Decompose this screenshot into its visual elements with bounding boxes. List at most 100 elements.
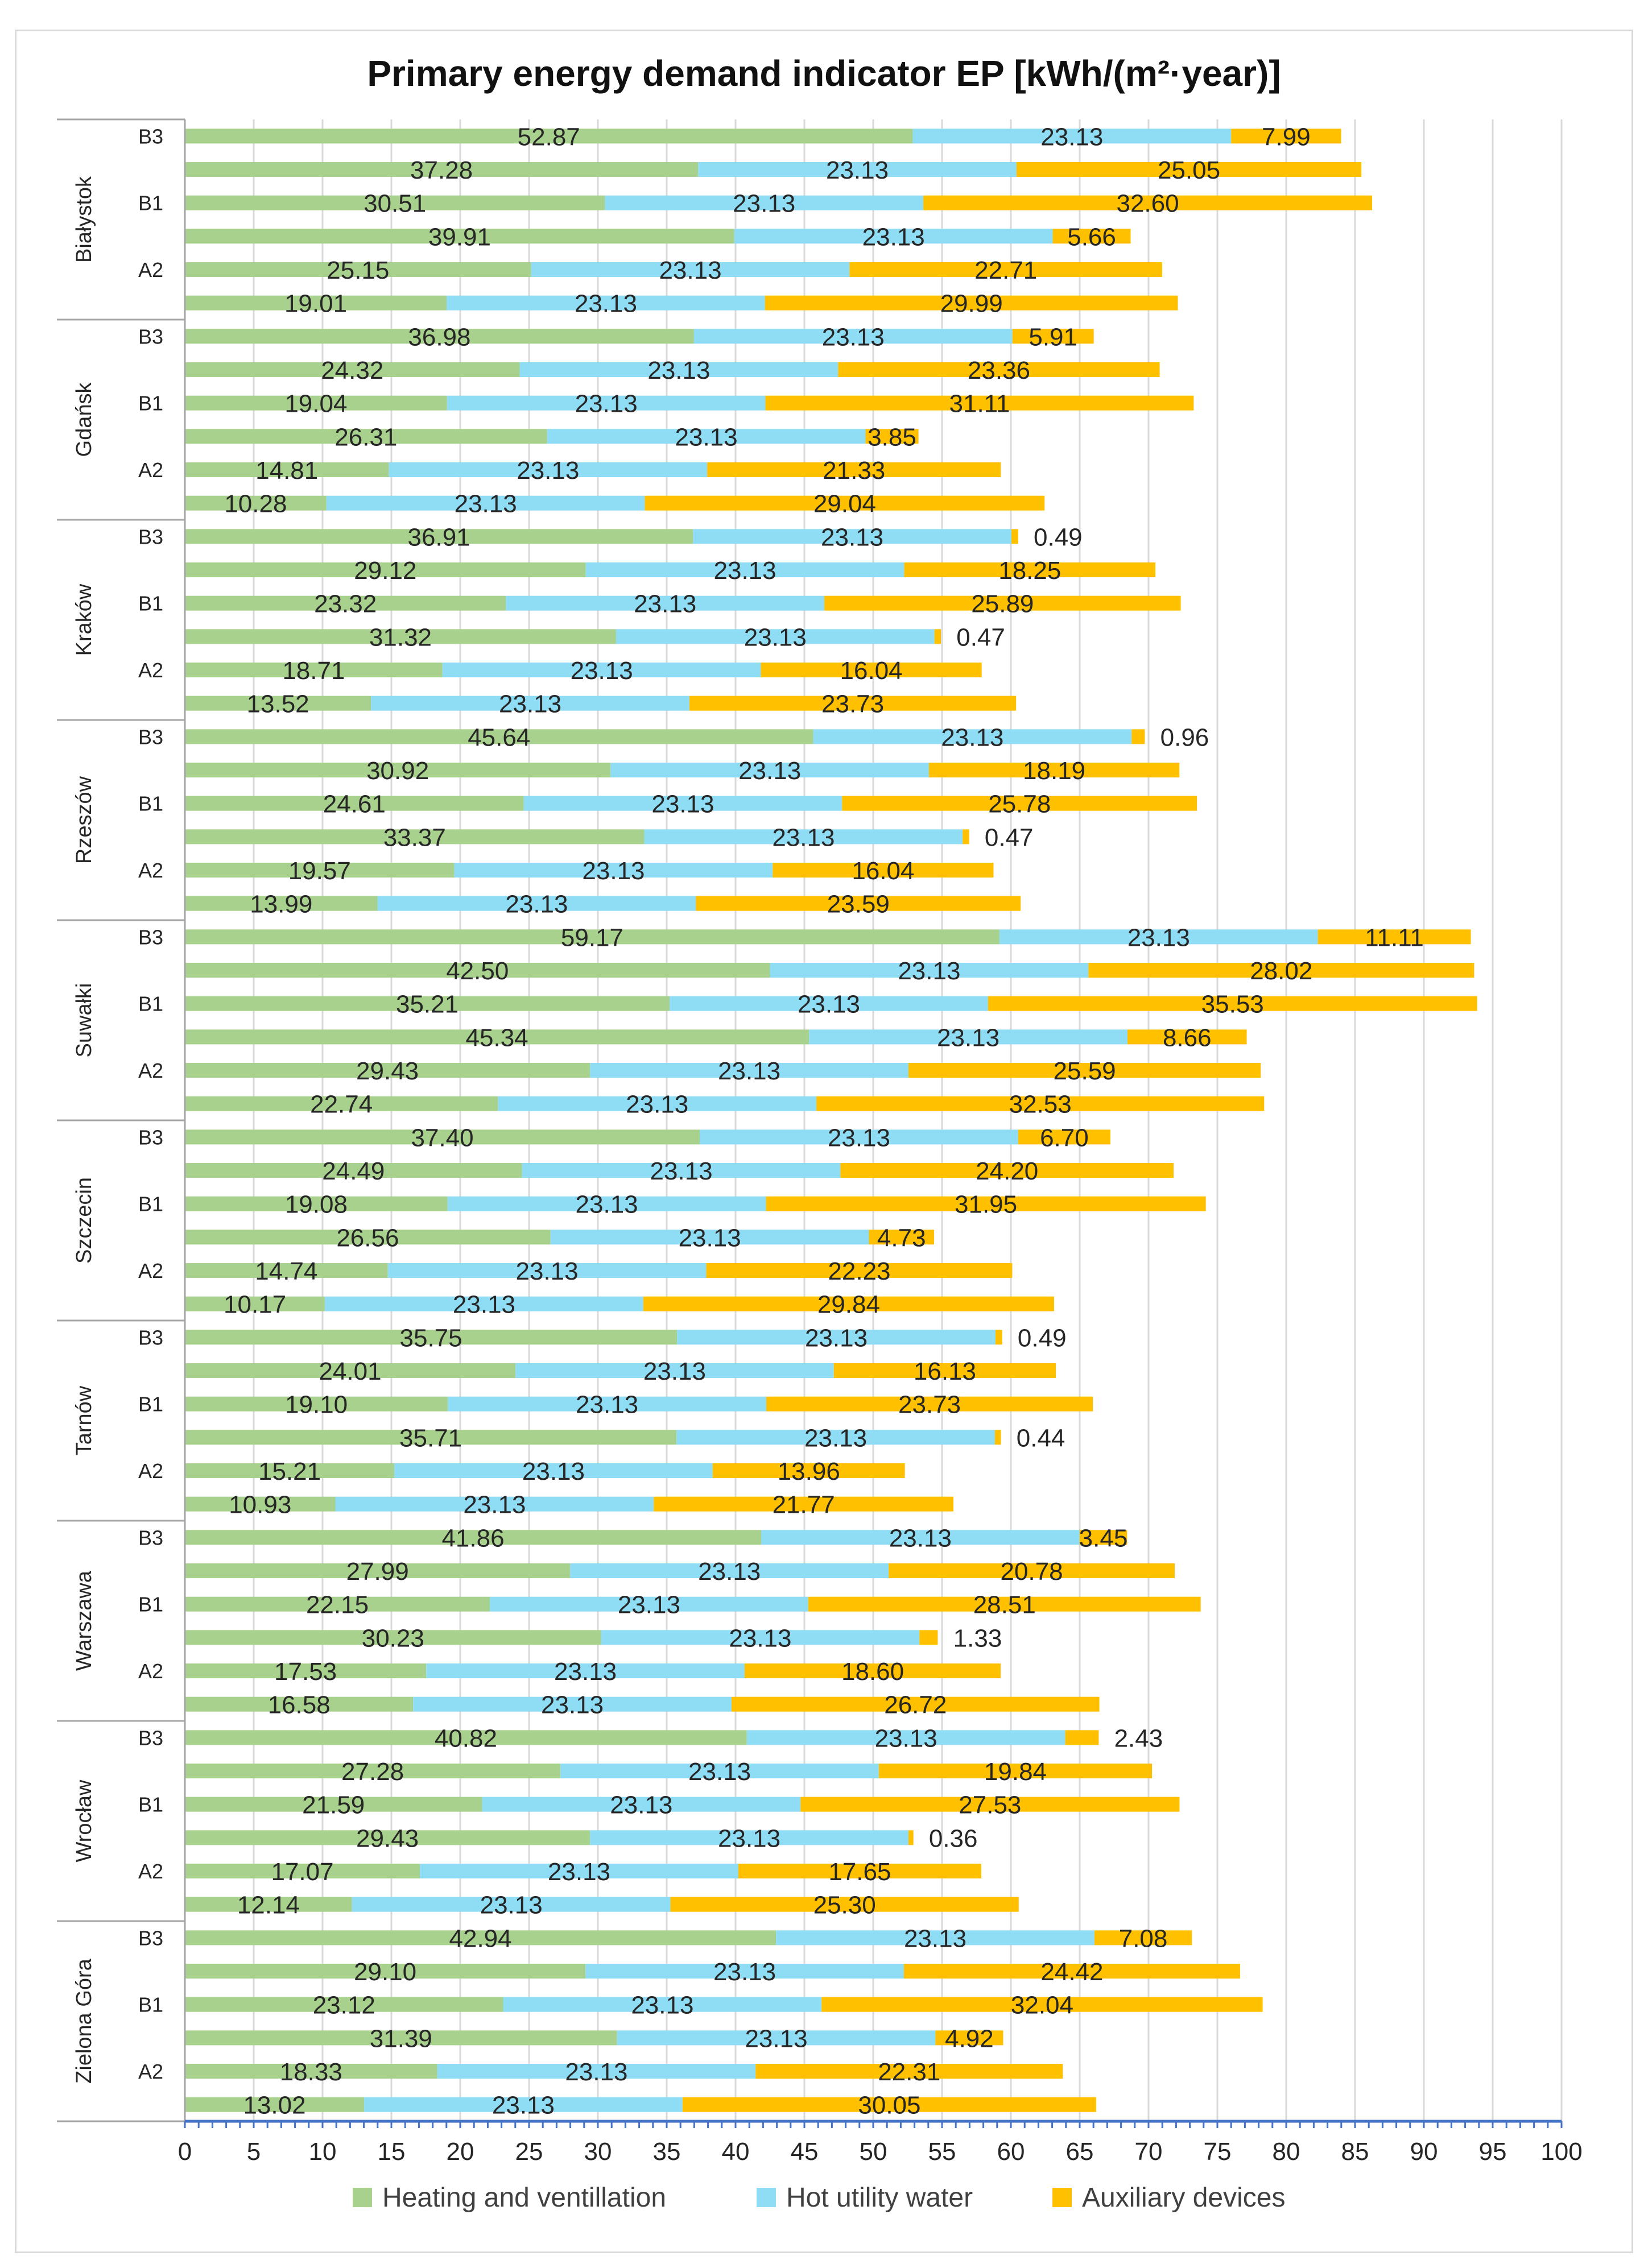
data-label-auxiliary: 28.51 bbox=[973, 1591, 1036, 1619]
bar-segment-heating bbox=[185, 1930, 776, 1946]
data-label-auxiliary: 29.99 bbox=[940, 290, 1003, 318]
bar-segment-hot-water bbox=[503, 1997, 822, 2012]
data-label-hot-water: 23.13 bbox=[826, 156, 889, 184]
row-label: A2 bbox=[138, 2060, 163, 2083]
legend-label-auxiliary: Auxiliary devices bbox=[1082, 2182, 1286, 2213]
data-label-hot-water: 23.13 bbox=[941, 723, 1003, 751]
data-label-auxiliary: 3.85 bbox=[868, 423, 916, 451]
bar-segment-heating bbox=[185, 1596, 490, 1612]
data-label-hot-water: 23.13 bbox=[455, 490, 517, 518]
bar-segment-hot-water bbox=[676, 1430, 995, 1445]
bar-segment-heating bbox=[185, 162, 699, 177]
data-label-auxiliary: 2.43 bbox=[1114, 1724, 1163, 1752]
bar-segment-auxiliary bbox=[738, 1864, 981, 1878]
bar-segment-hot-water bbox=[447, 295, 765, 311]
row-label: A2 bbox=[138, 1459, 163, 1483]
bar-segment-auxiliary bbox=[696, 896, 1021, 911]
x-tick-label: 70 bbox=[1135, 2138, 1163, 2166]
bar-segment-heating bbox=[185, 2097, 365, 2112]
data-label-hot-water: 23.13 bbox=[610, 1791, 672, 1819]
data-label-hot-water: 23.13 bbox=[499, 690, 561, 718]
group-label: Tarnów bbox=[72, 1385, 96, 1455]
data-label-heating: 30.23 bbox=[362, 1624, 424, 1652]
row-label: A2 bbox=[138, 659, 163, 682]
bar-segment-heating bbox=[185, 495, 327, 511]
bar-segment-auxiliary bbox=[1011, 529, 1018, 544]
group-label: Suwałki bbox=[72, 983, 96, 1058]
data-label-hot-water: 23.13 bbox=[804, 1424, 867, 1452]
legend-swatch-auxiliary bbox=[1052, 2188, 1072, 2207]
data-label-auxiliary: 21.77 bbox=[773, 1491, 835, 1519]
bar-segment-heating bbox=[185, 1129, 700, 1145]
bar-segment-auxiliary bbox=[878, 1764, 1153, 1778]
bar-segment-heating bbox=[185, 1096, 498, 1111]
data-label-hot-water: 23.13 bbox=[582, 857, 645, 885]
data-label-hot-water: 23.13 bbox=[875, 1724, 937, 1752]
data-label-auxiliary: 26.72 bbox=[884, 1691, 947, 1719]
data-label-heating: 24.01 bbox=[319, 1358, 381, 1385]
row-label: A2 bbox=[138, 258, 163, 282]
x-tick-label: 15 bbox=[378, 2138, 406, 2166]
data-label-heating: 52.87 bbox=[518, 123, 580, 151]
bar-segment-auxiliary bbox=[1088, 963, 1474, 978]
bar-segment-hot-water bbox=[352, 1897, 671, 1912]
bar-segment-auxiliary bbox=[821, 1997, 1263, 2012]
group-label: Rzeszów bbox=[72, 776, 96, 864]
data-label-auxiliary: 0.47 bbox=[985, 823, 1034, 851]
data-label-auxiliary: 5.91 bbox=[1029, 323, 1077, 351]
bar-segment-heating bbox=[185, 129, 913, 144]
bar-segment-hot-water bbox=[335, 1496, 654, 1512]
data-label-auxiliary: 31.95 bbox=[955, 1191, 1017, 1219]
x-tick-label: 55 bbox=[928, 2138, 956, 2166]
row-label: A2 bbox=[138, 1259, 163, 1282]
data-label-hot-water: 23.13 bbox=[718, 1824, 780, 1852]
bar-segment-auxiliary bbox=[988, 996, 1477, 1011]
bar-segment-auxiliary bbox=[766, 1396, 1093, 1412]
bar-segment-heating bbox=[185, 1463, 395, 1478]
bar-segment-heating bbox=[185, 1997, 503, 2012]
data-label-hot-water: 23.13 bbox=[688, 1758, 751, 1786]
bar-segment-auxiliary bbox=[744, 1663, 1001, 1678]
bar-segment-auxiliary bbox=[995, 1330, 1002, 1345]
data-label-heating: 17.07 bbox=[271, 1858, 333, 1886]
bar-segment-auxiliary bbox=[1016, 162, 1362, 177]
data-label-auxiliary: 31.11 bbox=[949, 390, 1010, 418]
data-label-heating: 22.74 bbox=[310, 1091, 373, 1119]
bar-segment-heating bbox=[185, 996, 670, 1011]
bar-segment-auxiliary bbox=[800, 1797, 1180, 1812]
row-label: B3 bbox=[138, 525, 163, 548]
legend-label-heating: Heating and ventillation bbox=[382, 2182, 667, 2213]
data-label-hot-water: 23.13 bbox=[822, 323, 885, 351]
data-label-hot-water: 23.13 bbox=[505, 891, 568, 918]
bar-segment-auxiliary bbox=[865, 429, 919, 444]
data-label-heating: 19.57 bbox=[288, 857, 351, 885]
data-label-hot-water: 23.13 bbox=[805, 1324, 868, 1352]
bar-segment-hot-water bbox=[377, 896, 696, 911]
row-label: B1 bbox=[138, 992, 163, 1016]
data-label-heating: 24.32 bbox=[321, 357, 383, 384]
bar-segment-auxiliary bbox=[755, 2064, 1063, 2079]
bar-segment-auxiliary bbox=[963, 829, 969, 845]
x-tick-label: 75 bbox=[1204, 2138, 1232, 2166]
row-label: A2 bbox=[138, 1860, 163, 1883]
bar-segment-hot-water bbox=[547, 429, 866, 444]
data-label-heating: 10.17 bbox=[224, 1291, 286, 1319]
legend-label-hot-water: Hot utility water bbox=[786, 2182, 973, 2213]
data-label-heating: 39.91 bbox=[428, 223, 491, 251]
data-label-heating: 24.49 bbox=[322, 1157, 385, 1185]
bar-segment-heating bbox=[185, 1830, 590, 1845]
bar-segment-hot-water bbox=[585, 1964, 904, 1979]
bar-segment-hot-water bbox=[442, 663, 761, 677]
data-label-heating: 45.64 bbox=[468, 723, 530, 751]
data-label-auxiliary: 22.31 bbox=[878, 2058, 940, 2086]
bar-segment-heating bbox=[185, 796, 524, 811]
bar-segment-hot-water bbox=[326, 495, 645, 511]
data-label-auxiliary: 23.36 bbox=[968, 357, 1030, 384]
data-label-hot-water: 23.13 bbox=[1040, 123, 1103, 151]
bar-segment-heating bbox=[185, 1797, 482, 1812]
data-label-heating: 29.43 bbox=[356, 1057, 419, 1085]
bar-segment-auxiliary bbox=[643, 1296, 1054, 1311]
legend-swatch-heating bbox=[353, 2188, 372, 2207]
data-label-heating: 42.50 bbox=[446, 957, 509, 985]
data-label-hot-water: 23.13 bbox=[651, 791, 714, 818]
